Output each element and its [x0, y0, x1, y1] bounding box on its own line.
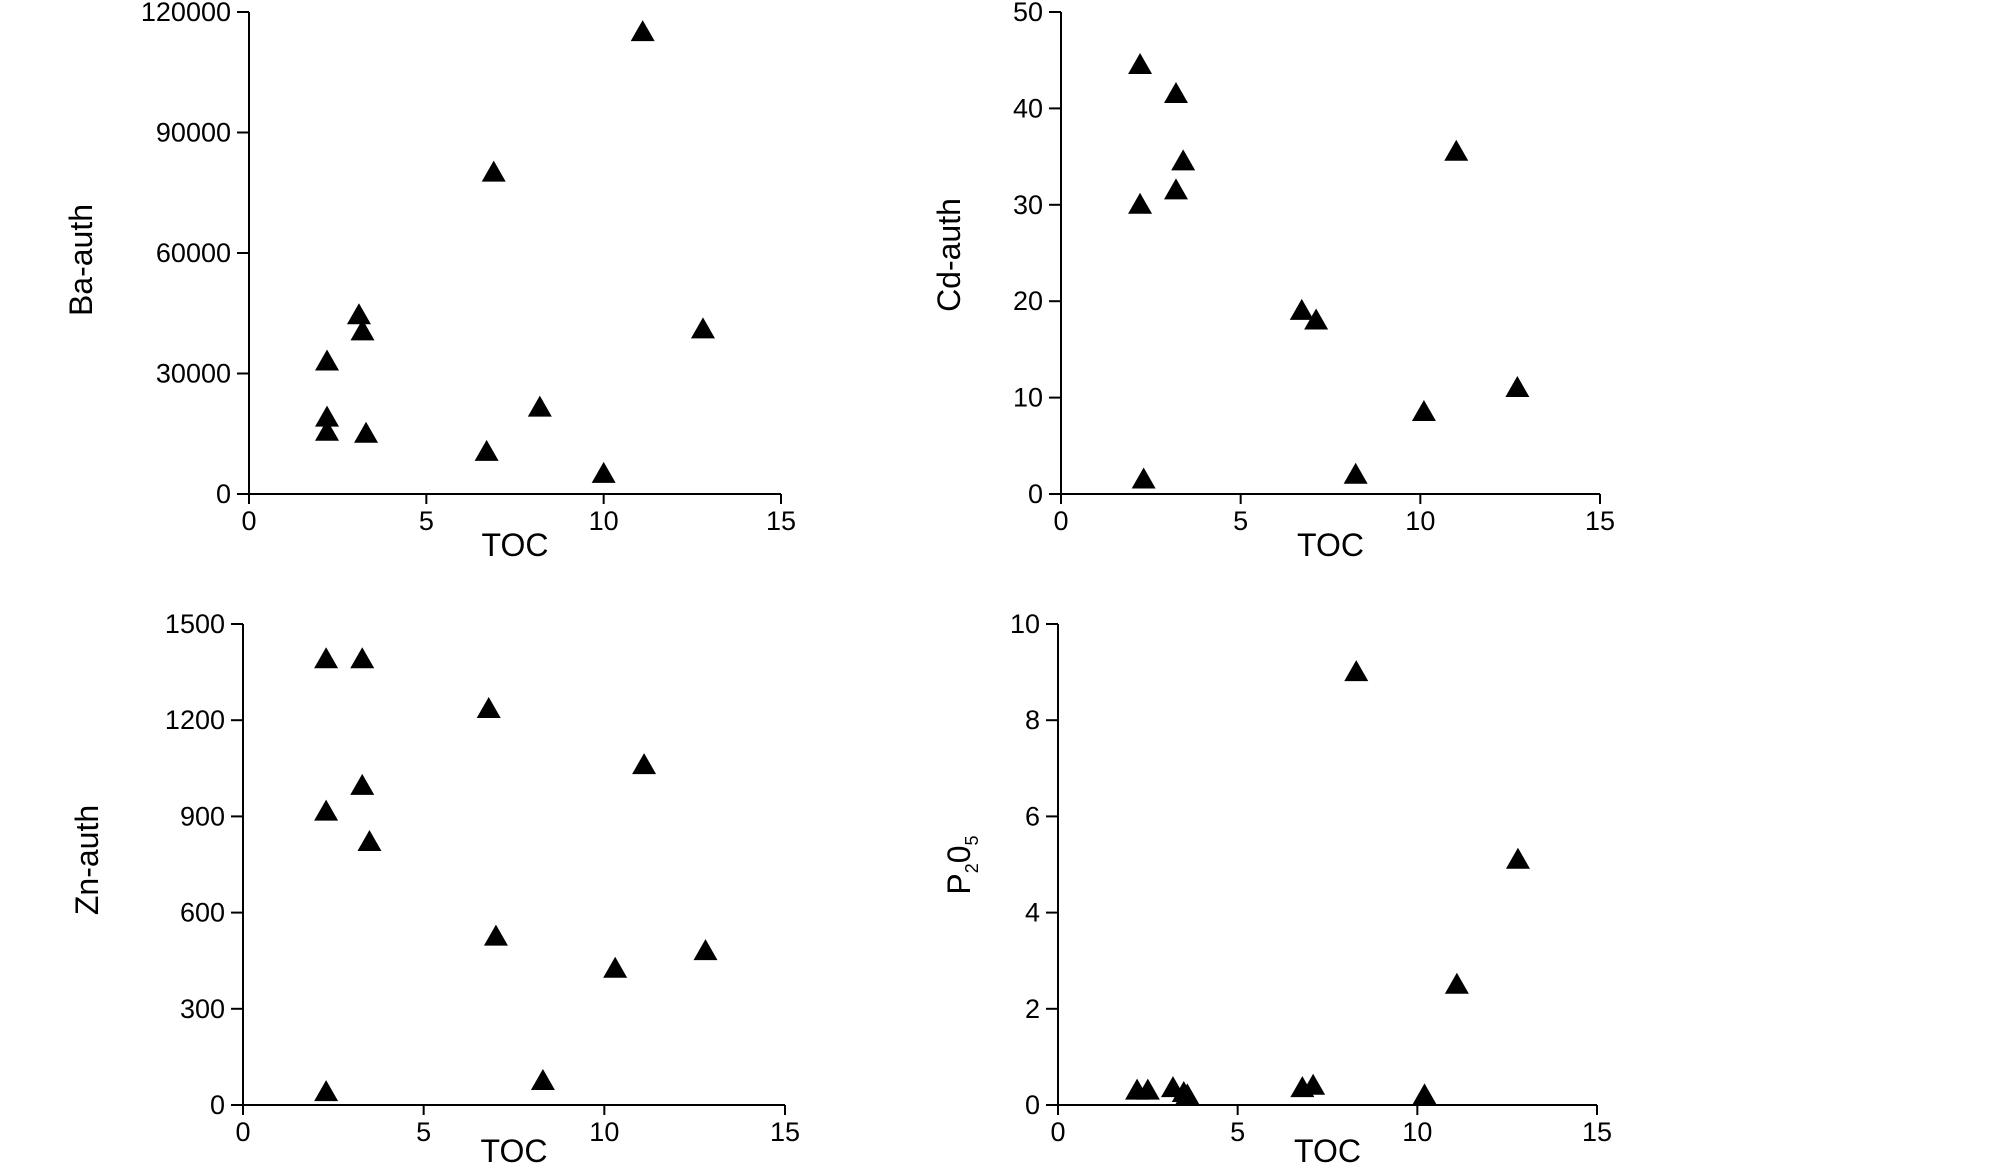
y-axis-title: Zn-auth — [69, 805, 105, 915]
data-point — [1289, 298, 1314, 320]
y-tick-label: 0 — [210, 1090, 225, 1120]
data-point — [346, 303, 371, 325]
y-tick-label: 6 — [1025, 801, 1040, 831]
x-tick-label: 5 — [1233, 506, 1248, 536]
x-tick-label: 10 — [589, 506, 619, 536]
y-tick-label: 1500 — [165, 609, 225, 639]
data-point — [354, 421, 379, 443]
data-point — [1444, 139, 1469, 161]
y-tick-label: 300 — [180, 994, 225, 1024]
data-point — [603, 956, 628, 978]
data-point — [357, 830, 382, 852]
data-point — [314, 647, 339, 669]
y-tick-label: 30000 — [156, 359, 231, 389]
data-point — [693, 939, 718, 961]
y-axis-title: Cd-auth — [931, 198, 967, 312]
y-tick-label: 600 — [180, 898, 225, 928]
x-axis-title: TOC — [481, 1133, 548, 1169]
chart-panel-p2o5: 0 2 4 6 8 10 0 5 10 15 TOC P205 — [941, 609, 1612, 1169]
y-tick-label: 2 — [1025, 994, 1040, 1024]
data-point — [630, 20, 655, 42]
data-point — [350, 647, 375, 669]
x-tick-label: 0 — [235, 1117, 250, 1147]
data-point — [1135, 1078, 1160, 1100]
data-point — [632, 753, 657, 775]
data-point — [315, 349, 340, 371]
x-axis-title: TOC — [1294, 1133, 1361, 1169]
y-tick-label: 4 — [1025, 898, 1040, 928]
y-tick-label: 40 — [1013, 93, 1043, 123]
data-point — [1163, 81, 1188, 103]
chart-panel-ba: 0 30000 60000 90000 120000 0 5 10 15 TOC Ba-auth — [63, 0, 796, 563]
y-tick-label: 60000 — [156, 238, 231, 268]
x-tick-label: 5 — [419, 506, 434, 536]
data-point — [1444, 972, 1469, 994]
y-tick-label: 10 — [1010, 609, 1040, 639]
data-point — [314, 799, 339, 821]
x-tick-label: 10 — [1405, 506, 1435, 536]
data-point — [530, 1068, 555, 1090]
data-point — [527, 395, 552, 417]
y-tick-label: 0 — [1025, 1090, 1040, 1120]
y-tick-label: 50 — [1013, 0, 1043, 27]
data-point — [314, 1080, 339, 1102]
data-point — [483, 924, 508, 946]
data-point — [476, 696, 501, 718]
data-point — [481, 160, 506, 182]
data-point — [315, 405, 340, 427]
data-point — [1411, 400, 1436, 422]
data-point — [474, 439, 499, 461]
y-tick-label: 900 — [180, 801, 225, 831]
x-tick-label: 5 — [416, 1117, 431, 1147]
y-tick-label: 8 — [1025, 705, 1040, 735]
data-point — [1505, 847, 1530, 869]
x-tick-label: 15 — [1582, 1117, 1612, 1147]
data-point — [1128, 53, 1153, 75]
x-tick-label: 0 — [241, 506, 256, 536]
x-axis-title: TOC — [482, 527, 549, 563]
y-tick-label: 20 — [1013, 286, 1043, 316]
data-point — [1343, 462, 1368, 484]
data-point — [1163, 178, 1188, 200]
data-point — [1175, 1083, 1200, 1105]
data-point — [350, 773, 375, 795]
y-axis-title: Ba-auth — [63, 204, 99, 316]
x-tick-label: 15 — [1585, 506, 1615, 536]
data-point — [591, 461, 616, 483]
y-tick-label: 0 — [1028, 479, 1043, 509]
y-axis-title: P205 — [941, 835, 982, 894]
x-axis-title: TOC — [1297, 527, 1364, 563]
y-tick-label: 30 — [1013, 190, 1043, 220]
y-tick-label: 90000 — [156, 118, 231, 148]
data-point — [1301, 1073, 1326, 1095]
data-point — [1128, 192, 1153, 214]
data-point — [1344, 660, 1369, 682]
x-tick-label: 5 — [1230, 1117, 1245, 1147]
y-tick-label: 10 — [1013, 383, 1043, 413]
data-point — [1505, 375, 1530, 397]
data-point — [1304, 308, 1329, 330]
x-tick-label: 10 — [1402, 1117, 1432, 1147]
data-point — [1171, 149, 1196, 171]
data-point — [1412, 1083, 1437, 1105]
data-point — [1131, 467, 1156, 489]
x-tick-label: 0 — [1053, 506, 1068, 536]
x-tick-label: 10 — [589, 1117, 619, 1147]
chart-panel-zn: 0 300 600 900 1200 1500 0 5 10 15 TOC Zn-auth — [69, 609, 800, 1169]
data-point — [315, 419, 340, 441]
y-tick-label: 0 — [216, 479, 231, 509]
x-tick-label: 15 — [770, 1117, 800, 1147]
chart-panel-cd: 0 10 20 30 40 50 0 5 10 15 TOC Cd-auth — [931, 0, 1615, 563]
x-tick-label: 15 — [766, 506, 796, 536]
y-tick-label: 1200 — [165, 705, 225, 735]
data-point — [350, 319, 375, 341]
x-tick-label: 0 — [1050, 1117, 1065, 1147]
y-tick-label: 120000 — [141, 0, 231, 27]
data-point — [690, 317, 715, 339]
